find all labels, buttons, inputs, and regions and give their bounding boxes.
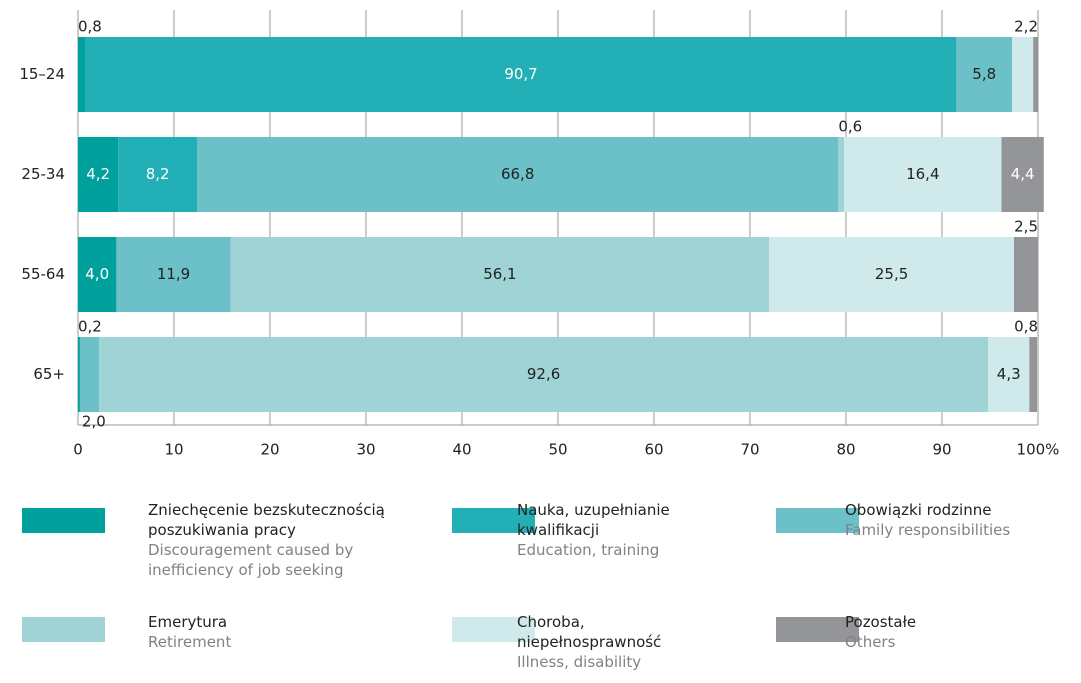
x-tick-label: 60 <box>644 441 663 459</box>
value-label: 90,7 <box>504 65 537 83</box>
bar-segment <box>197 137 839 212</box>
bar-segment <box>1029 337 1038 412</box>
x-tick-label: 50 <box>548 441 567 459</box>
legend-label-en: Others <box>845 633 896 651</box>
y-tick-label: 25-34 <box>21 165 65 183</box>
bar-segment <box>116 237 231 312</box>
legend-entry: Nauka, uzupełnianie kwalifikacji Educatio… <box>517 500 707 560</box>
bar-segment <box>1001 137 1044 212</box>
bar-segment <box>844 137 1002 212</box>
legend-label-en: Family responsibilities <box>845 521 1011 539</box>
y-tick-label: 15–24 <box>19 65 65 83</box>
value-label: 0,8 <box>1014 318 1038 336</box>
value-label: 4,3 <box>997 365 1021 383</box>
x-tick-label: 90 <box>932 441 951 459</box>
bar-segment <box>769 237 1014 312</box>
legend-entry: Pozostałe Others <box>845 612 1081 652</box>
bar-segment <box>1014 237 1038 312</box>
x-tick-label: 40 <box>452 441 471 459</box>
bar-segment <box>838 137 845 212</box>
legend-label-en: Discouragement caused by inefficiency of… <box>148 541 354 579</box>
x-tick-label: 0 <box>73 441 83 459</box>
value-label: 92,6 <box>527 365 560 383</box>
x-tick-label: 70 <box>740 441 759 459</box>
legend-swatch <box>776 508 859 533</box>
value-label: 5,8 <box>972 65 996 83</box>
bar-segment <box>1033 37 1038 112</box>
legend-swatch <box>452 508 535 533</box>
legend-swatch <box>452 617 535 642</box>
legend-swatch <box>22 617 105 642</box>
value-label: 11,9 <box>157 265 190 283</box>
bar-segment <box>78 137 119 212</box>
bar-segment <box>99 337 989 412</box>
value-label: 66,8 <box>501 165 534 183</box>
value-label: 2,0 <box>82 413 106 431</box>
bar-segment <box>78 237 117 312</box>
x-tick-label: 100% <box>1017 441 1060 459</box>
x-tick-label: 10 <box>164 441 183 459</box>
bar-segment <box>988 337 1030 412</box>
legend-swatch <box>776 617 859 642</box>
legend-swatch <box>22 508 105 533</box>
y-tick-label: 65+ <box>33 365 65 383</box>
x-tick-label: 80 <box>836 441 855 459</box>
legend-label: Choroba, niepełnosprawność <box>517 613 662 651</box>
legend-label: Obowiązki rodzinne <box>845 501 992 519</box>
legend-label: Pozostałe <box>845 613 917 631</box>
chart: 0 10 20 30 40 50 60 70 80 90 100% 15–24 0,8 90,7 5,8 2,… <box>19 10 1060 459</box>
value-label: 0,2 <box>78 318 102 336</box>
bar-segment <box>118 137 198 212</box>
bar-segment <box>1012 37 1034 112</box>
bar-segment <box>956 37 1013 112</box>
value-label: 0,8 <box>78 18 102 36</box>
legend-label-en: Illness, disability <box>517 653 642 671</box>
legend-entry: Obowiązki rodzinne Family responsibilitie… <box>845 500 1081 540</box>
value-label: 4,0 <box>85 265 109 283</box>
value-label: 4,2 <box>86 165 110 183</box>
bar-segment <box>78 37 86 112</box>
value-label: 8,2 <box>146 165 170 183</box>
value-label: 4,4 <box>1011 165 1035 183</box>
legend-entry: Choroba, niepełnosprawność Illness, disab… <box>517 612 707 672</box>
value-label: 0,6 <box>838 118 862 136</box>
bar-segment <box>78 337 80 412</box>
value-label: 2,5 <box>1014 218 1038 236</box>
x-tick-label: 30 <box>356 441 375 459</box>
value-label: 56,1 <box>483 265 516 283</box>
legend-label: Nauka, uzupełnianie kwalifikacji <box>517 501 670 539</box>
bar-segment <box>85 37 957 112</box>
legend-entry: Emerytura Retirement <box>148 612 398 652</box>
legend-label: Zniechęcenie bezskutecznością poszukiwan… <box>148 501 385 539</box>
x-tick-label: 20 <box>260 441 279 459</box>
value-label: 16,4 <box>906 165 939 183</box>
bar-segment <box>79 337 100 412</box>
legend-label-en: Retirement <box>148 633 232 651</box>
value-label: 2,2 <box>1014 18 1038 36</box>
legend-label: Emerytura <box>148 613 228 631</box>
y-tick-label: 55-64 <box>21 265 65 283</box>
value-label: 25,5 <box>875 265 908 283</box>
legend-label-en: Education, training <box>517 541 660 559</box>
legend-entry: Zniechęcenie bezskutecznością poszukiwan… <box>148 500 398 580</box>
bar-segment <box>230 237 770 312</box>
